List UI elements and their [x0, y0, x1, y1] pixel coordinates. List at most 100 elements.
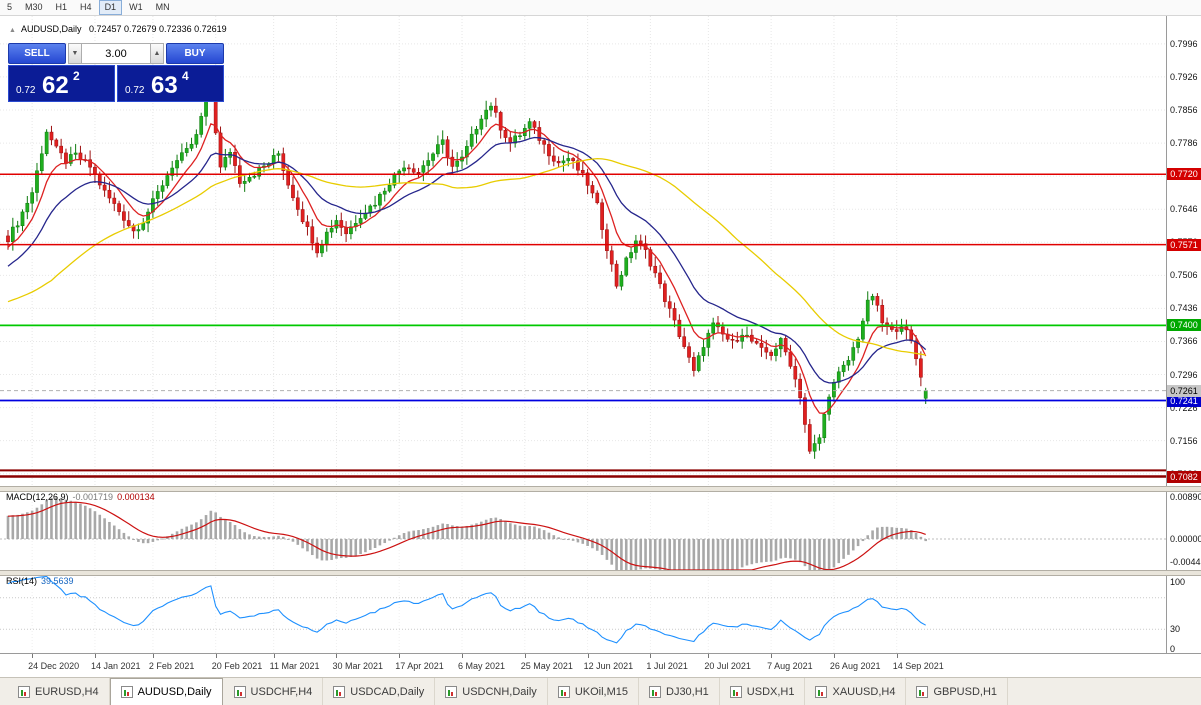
macd-histogram-bar: [595, 539, 599, 551]
candle-up: [701, 347, 706, 356]
panel-splitter[interactable]: [0, 570, 1201, 576]
chart-tab-USDCAD,Daily[interactable]: USDCAD,Daily: [323, 678, 436, 705]
chart-tab-USDCNH,Daily[interactable]: USDCNH,Daily: [435, 678, 548, 705]
macd-histogram-bar: [282, 536, 285, 540]
sell-button[interactable]: SELL: [8, 43, 66, 64]
chart-tab-label: GBPUSD,H1: [933, 685, 998, 698]
macd-histogram-bar: [291, 539, 295, 542]
timeframe-button-M30[interactable]: M30: [25, 2, 43, 12]
candle-down: [93, 166, 97, 175]
date-label: 12 Jun 2021: [583, 661, 634, 671]
date-label: 30 Mar 2021: [332, 661, 383, 671]
macd-histogram-bar: [431, 526, 435, 540]
timeframe-button-H1[interactable]: H1: [55, 2, 68, 12]
candle-down: [735, 340, 740, 342]
price-axis[interactable]: [1166, 16, 1201, 653]
candle-down: [300, 209, 305, 223]
candle-up: [836, 371, 841, 383]
macd-histogram-bar: [518, 525, 522, 540]
macd-histogram-bar: [702, 539, 705, 570]
date-axis[interactable]: 24 Dec 2020 14 Jan 2021 2 Feb 2021 20 Feb 2…: [0, 653, 1201, 677]
candle-up: [247, 177, 252, 182]
chart-tab-GBPUSD,H1[interactable]: GBPUSD,H1: [906, 678, 1009, 705]
macd-label: MACD(12,26,9) -0.001719 0.000134: [6, 492, 155, 502]
candle-up: [865, 299, 870, 322]
macd-histogram-bar: [644, 539, 647, 569]
volume-decrease-button[interactable]: ▼: [68, 43, 82, 64]
timeframe-button-W1[interactable]: W1: [129, 2, 143, 12]
macd-histogram-bar: [383, 539, 387, 544]
macd-histogram-bar: [605, 539, 609, 560]
chart-tab-AUDUSD,Daily[interactable]: AUDUSD,Daily: [109, 678, 223, 705]
chart-tab-USDX,H1[interactable]: USDX,H1: [720, 678, 806, 705]
macd-histogram-bar: [658, 539, 662, 570]
volume-input[interactable]: 3.00: [82, 43, 150, 64]
candle-down: [600, 202, 604, 230]
candle-down: [305, 221, 310, 227]
macd-histogram-bar: [378, 539, 382, 546]
macd-histogram-bar: [451, 525, 454, 540]
chart-tab-XAUUSD,H4[interactable]: XAUUSD,H4: [805, 678, 907, 705]
macd-histogram-bar: [716, 539, 720, 570]
candle-down: [576, 160, 580, 171]
price-line-badge: 0.7241: [1167, 394, 1201, 407]
candle-down: [49, 131, 54, 141]
timeframe-button-MN[interactable]: MN: [155, 2, 170, 12]
panel-splitter[interactable]: [0, 486, 1201, 492]
candle-up: [706, 332, 711, 348]
candle-up: [624, 257, 629, 276]
candle-down: [754, 341, 759, 344]
buy-price-display[interactable]: 0.72 63 4: [117, 65, 224, 102]
candle-up: [20, 211, 25, 227]
macd-histogram-bar: [533, 526, 536, 540]
candle-up: [252, 175, 257, 178]
macd-histogram-bar: [156, 539, 160, 541]
chart-tab-icon: [916, 685, 929, 698]
chart-tab-EURUSD,H4[interactable]: EURUSD,H4: [8, 678, 110, 705]
macd-histogram-bar: [847, 539, 850, 555]
macd-histogram-bar: [122, 532, 126, 540]
timeframe-button-H4[interactable]: H4: [80, 2, 92, 12]
macd-histogram-bar: [856, 539, 860, 547]
macd-histogram-bar: [876, 527, 879, 540]
macd-histogram-bar: [441, 523, 444, 540]
rsi-name: RSI(14): [6, 576, 38, 586]
candle-down: [102, 184, 107, 191]
sell-price-display[interactable]: 0.72 62 2: [8, 65, 115, 102]
volume-increase-button[interactable]: ▲: [150, 43, 164, 64]
macd-histogram-bar: [6, 515, 10, 540]
macd-histogram-bar: [204, 515, 208, 540]
macd-histogram-bar: [755, 539, 758, 564]
candle-up: [479, 118, 484, 130]
candle-up: [469, 133, 474, 147]
macd-histogram-bar: [562, 538, 565, 540]
timeframe-button-5[interactable]: 5: [7, 2, 13, 12]
candle-up: [431, 153, 435, 161]
date-tick: [708, 654, 710, 658]
candle-down: [730, 338, 735, 341]
candle-up: [382, 190, 387, 195]
macd-histogram-bar: [489, 518, 493, 540]
macd-histogram-bar: [576, 539, 580, 543]
candle-down: [537, 127, 542, 141]
candle-down: [542, 140, 546, 145]
candle-down: [788, 351, 793, 367]
timeframe-button-D1[interactable]: D1: [98, 0, 123, 15]
chart-tab-UKOil,M15[interactable]: UKOil,M15: [548, 678, 639, 705]
sell-price-prefix: 0.72: [16, 85, 36, 96]
macd-histogram-bar: [151, 539, 155, 542]
candle-up: [774, 348, 778, 356]
chart-tab-USDCHF,H4[interactable]: USDCHF,H4: [224, 678, 324, 705]
candle-up: [711, 322, 716, 334]
macd-histogram-bar: [88, 508, 92, 540]
date-tick: [215, 654, 217, 658]
candle-up: [812, 443, 817, 452]
candle-up: [518, 135, 522, 137]
chart-tab-DJ30,H1[interactable]: DJ30,H1: [639, 678, 720, 705]
buy-price-big: 63: [151, 72, 178, 99]
buy-button[interactable]: BUY: [166, 43, 224, 64]
macd-histogram-bar: [55, 497, 58, 540]
candle-down: [556, 160, 561, 164]
candle-up: [629, 252, 633, 259]
candle-up: [73, 152, 78, 155]
